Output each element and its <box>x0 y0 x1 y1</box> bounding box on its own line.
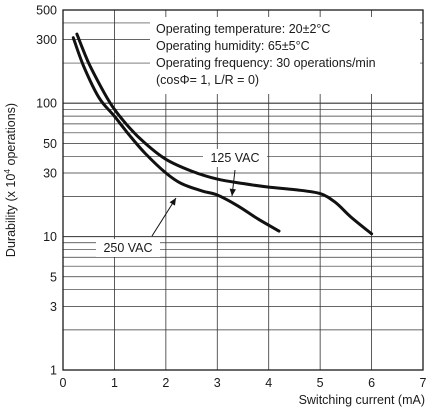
condition-line: Operating temperature: 20±2°C <box>156 22 330 36</box>
y-axis-label-suffix: operations) <box>4 103 18 169</box>
y-tick-label: 500 <box>36 4 57 18</box>
y-tick-label: 100 <box>36 97 57 111</box>
y-tick-label: 50 <box>43 137 57 151</box>
x-tick-label: 6 <box>368 376 375 390</box>
y-tick-label: 30 <box>43 166 57 180</box>
series-line-250-vac <box>71 36 281 233</box>
y-tick-labels: 1 3 5 10 30 50 100 300 500 <box>36 4 57 378</box>
series-label-background <box>96 239 160 257</box>
conditions-annotation: Operating temperature: 20±2°C Operating h… <box>156 22 376 87</box>
x-tick-label: 0 <box>60 376 67 390</box>
annotation-background <box>150 17 420 94</box>
series-label-background <box>203 149 267 167</box>
series-labels: 125 VAC 250 VAC <box>96 149 267 257</box>
y-tick-label: 5 <box>50 270 57 284</box>
x-tick-label: 2 <box>162 376 169 390</box>
series-label-125-vac: 125 VAC <box>210 151 259 165</box>
series-lines <box>71 32 374 236</box>
y-tick-label: 1 <box>50 364 57 378</box>
y-axis-label: Durability (x 104 operations) <box>2 103 18 257</box>
condition-line: (cosΦ= 1, L/R = 0) <box>156 73 259 87</box>
series-label-250-vac: 250 VAC <box>103 241 152 255</box>
series-line-125-vac <box>75 32 374 236</box>
x-axis-label: Switching current (mA) <box>299 393 425 407</box>
y-tick-label: 3 <box>50 300 57 314</box>
x-tick-label: 7 <box>420 376 427 390</box>
x-tick-label: 5 <box>317 376 324 390</box>
plot-frame <box>62 9 424 371</box>
y-axis-label-main: Durability (x 10 <box>4 174 18 257</box>
x-tick-label: 3 <box>214 376 221 390</box>
y-tick-label: 300 <box>36 33 57 47</box>
x-tick-labels: 0 1 2 3 4 5 6 7 <box>60 376 427 390</box>
condition-line: Operating frequency: 30 operations/min <box>156 56 376 70</box>
series-label-arrowhead <box>169 198 176 206</box>
y-axis-label-superscript: 4 <box>2 169 12 174</box>
y-tick-label: 10 <box>43 230 57 244</box>
condition-line: Operating humidity: 65±5°C <box>156 39 310 53</box>
series-label-leader <box>151 197 177 237</box>
series-label-arrowhead <box>229 188 236 196</box>
x-tick-label: 1 <box>111 376 118 390</box>
x-tick-label: 4 <box>265 376 272 390</box>
